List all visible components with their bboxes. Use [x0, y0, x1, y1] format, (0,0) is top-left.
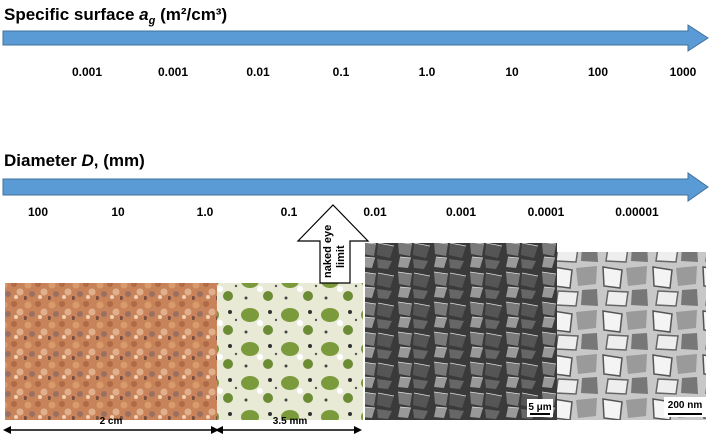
- diameter-tick: 0.1: [281, 205, 298, 219]
- diameter-tick: 0.001: [446, 205, 476, 219]
- diameter-tick: 0.00001: [615, 205, 659, 219]
- surface-tick: 0.1: [333, 65, 350, 79]
- diameter-tick: 1.0: [197, 205, 214, 219]
- surface-ticks: 0.001 0.001 0.01 0.1 1.0 10 100 1000: [72, 65, 697, 79]
- title-part: g: [148, 15, 156, 27]
- scale-box: [664, 397, 706, 417]
- title-part: D: [82, 151, 94, 170]
- surface-tick: 100: [588, 65, 608, 79]
- sem-photo: [365, 243, 557, 420]
- surface-tick: 1000: [670, 65, 697, 79]
- diameter-title: Diameter D, (mm): [4, 151, 145, 170]
- arrow-head: [215, 426, 223, 434]
- scale-box: [527, 399, 553, 417]
- scale-label: 5 μm: [528, 402, 551, 413]
- title-part: Specific surface: [4, 5, 134, 24]
- thin-section-photo: [217, 283, 363, 420]
- surface-tick: 1.0: [419, 65, 436, 79]
- title-part: , (mm): [94, 151, 145, 170]
- surface-tick: 0.001: [72, 65, 102, 79]
- naked-eye-label: limit: [335, 245, 347, 268]
- sand-photo: [5, 283, 217, 420]
- surface-tick: 10: [505, 65, 519, 79]
- title-part: Diameter: [4, 151, 77, 170]
- diameter-tick: 100: [28, 205, 48, 219]
- scale-label: 3.5 mm: [273, 416, 308, 427]
- tem-photo: [557, 252, 706, 420]
- arrow-head: [354, 426, 362, 434]
- surface-tick: 0.001: [158, 65, 188, 79]
- diameter-arrow: [2, 172, 709, 202]
- scale-label: 200 nm: [668, 400, 703, 411]
- scale-label: 2 cm: [100, 416, 123, 427]
- diameter-tick: 0.01: [363, 205, 387, 219]
- naked-eye-label: naked eye: [322, 225, 334, 278]
- title-part: (m²/cm³): [160, 5, 227, 24]
- diameter-tick: 0.0001: [528, 205, 565, 219]
- naked-eye-arrow: [296, 204, 370, 284]
- title-part: a: [139, 5, 148, 24]
- diameter-tick: 10: [111, 205, 125, 219]
- surface-tick: 0.01: [246, 65, 270, 79]
- surface-title: Specific surface ag (m²/cm³): [4, 5, 227, 27]
- arrow-head: [3, 426, 11, 434]
- diameter-ticks: 100 10 1.0 0.1 0.01 0.001 0.0001 0.00001: [28, 205, 659, 219]
- surface-arrow: [2, 24, 709, 52]
